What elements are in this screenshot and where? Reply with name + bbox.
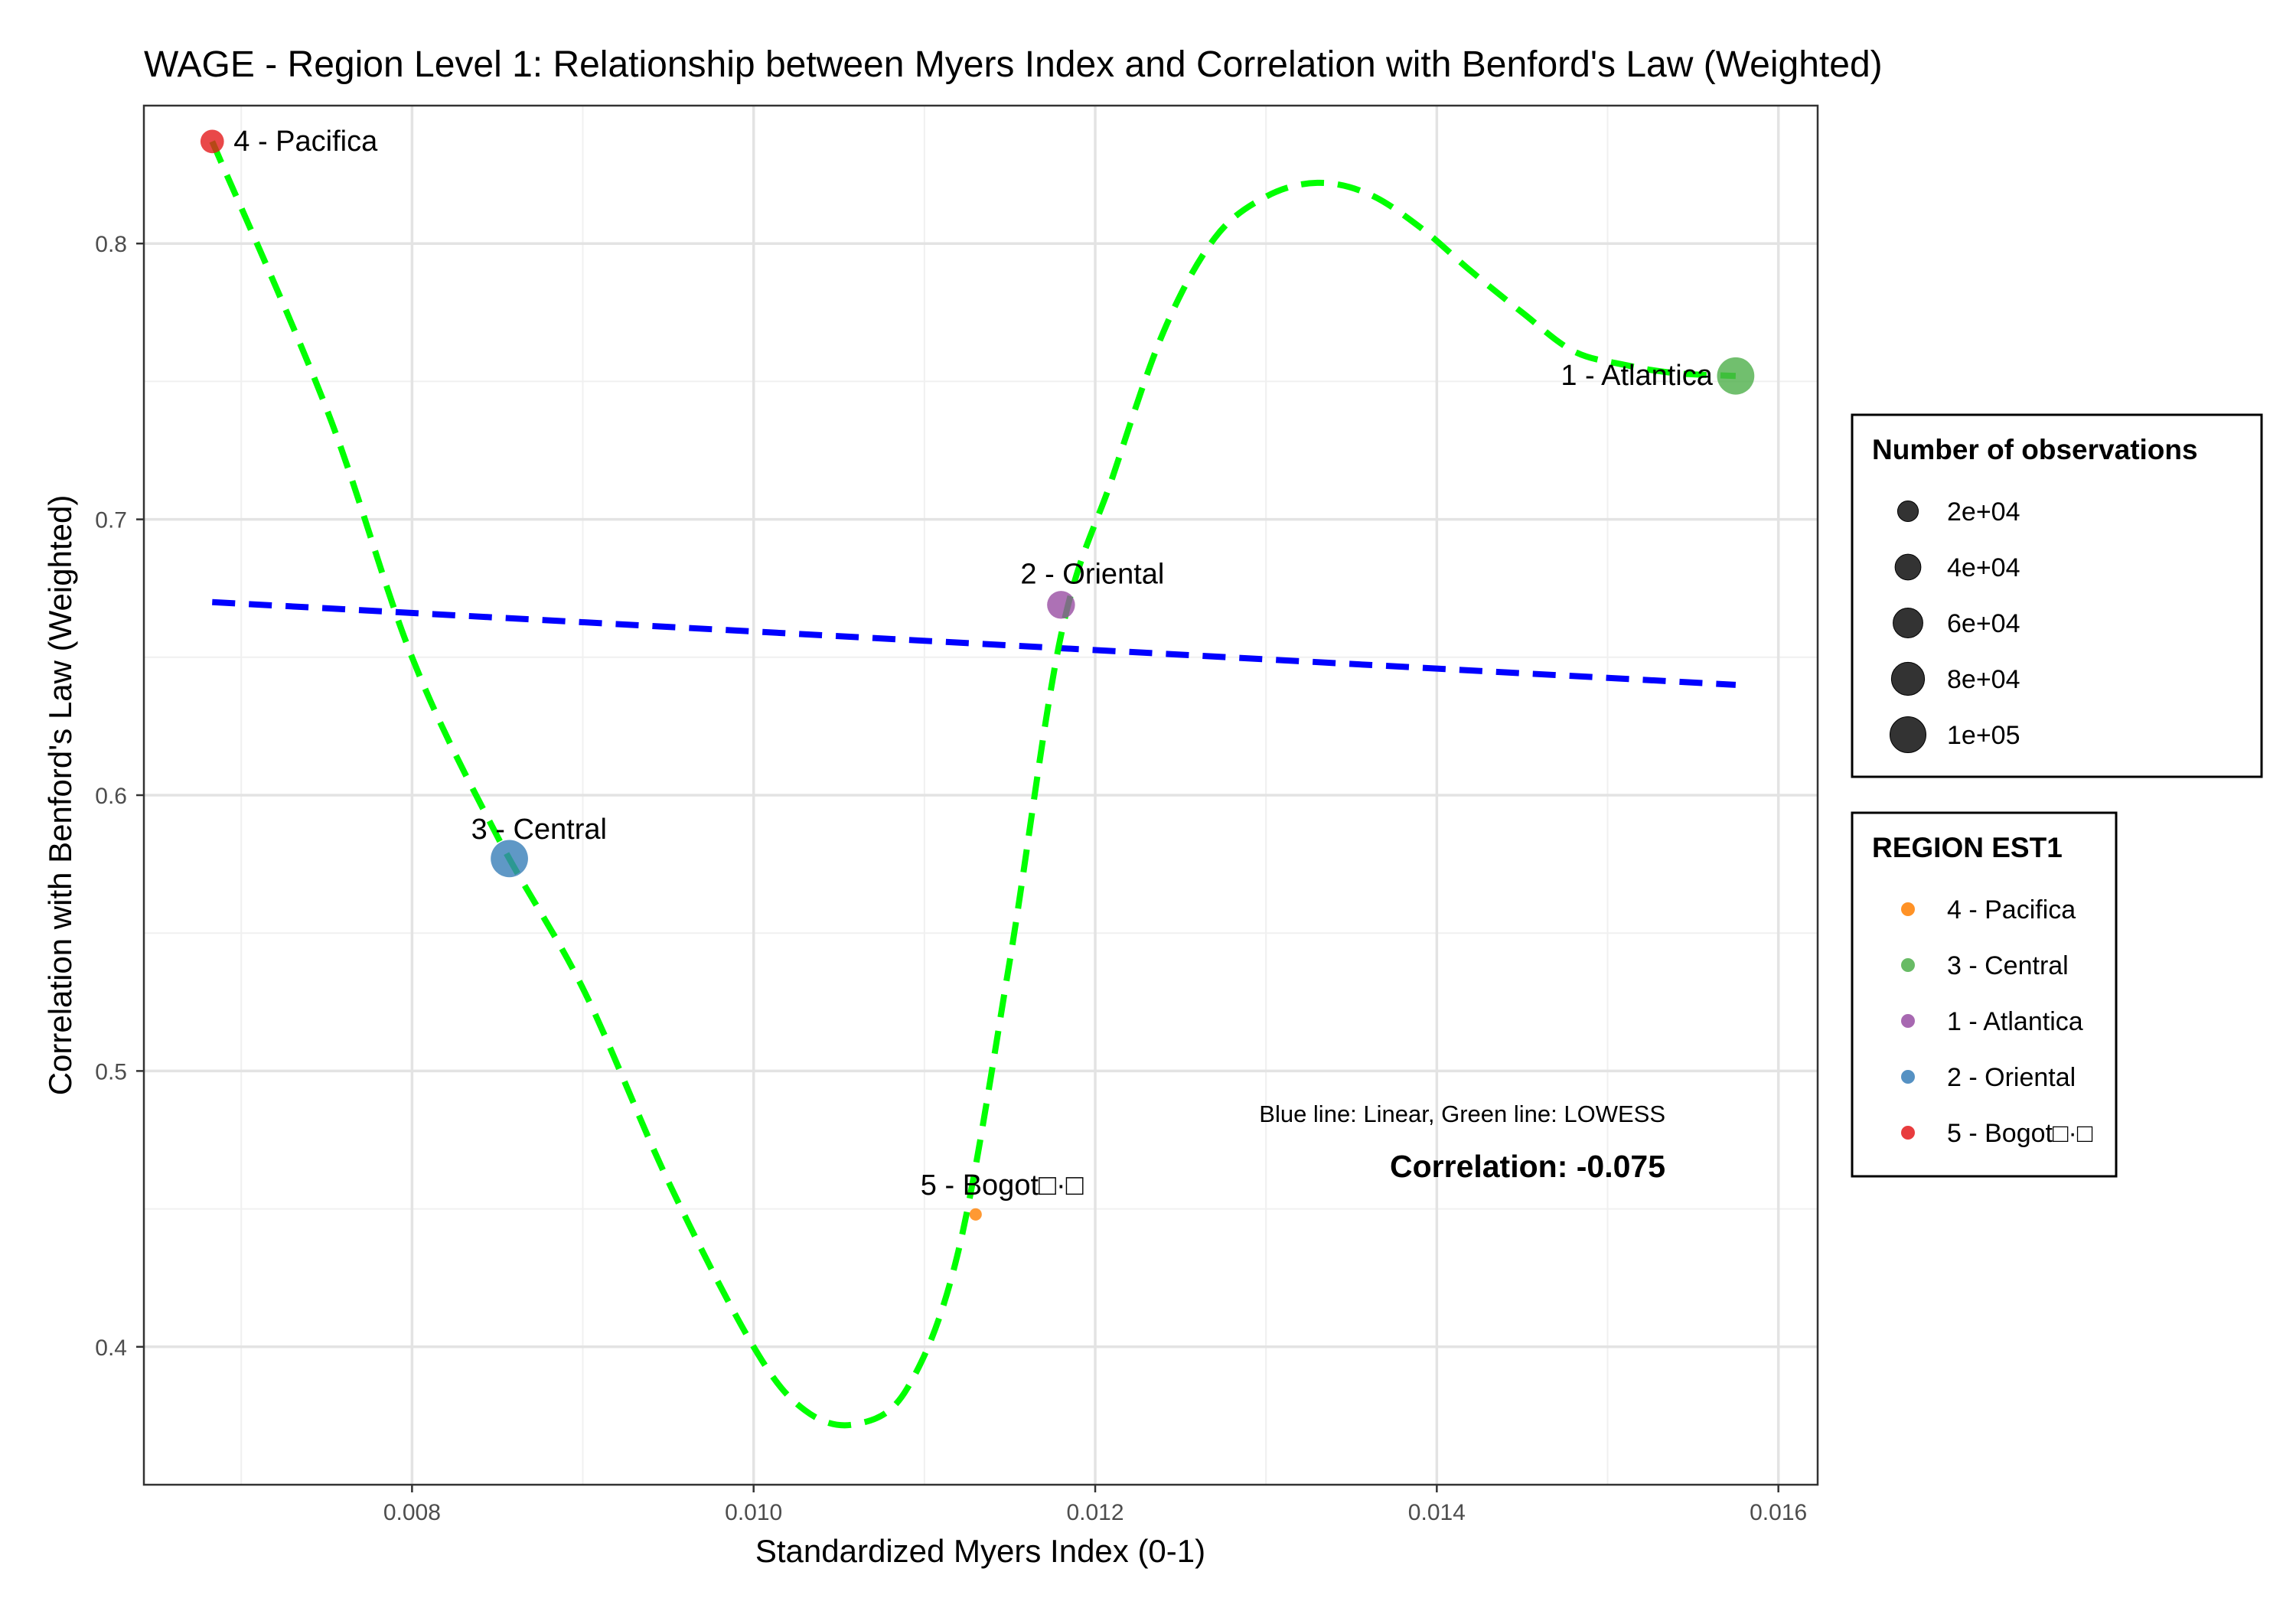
data-point bbox=[1717, 357, 1755, 395]
fit-lines bbox=[209, 140, 1737, 1429]
y-tick-label: 0.7 bbox=[95, 508, 127, 533]
color-legend-key bbox=[1901, 902, 1915, 916]
color-legend-label: 1 - Atlantica bbox=[1947, 1007, 2083, 1036]
size-legend-key bbox=[1894, 553, 1922, 581]
point-label: 3 - Central bbox=[471, 814, 607, 846]
size-legend-title: Number of observations bbox=[1872, 434, 2198, 465]
size-legend-key bbox=[1890, 661, 1926, 696]
color-legend-key bbox=[1901, 1070, 1915, 1084]
size-legend-box bbox=[1851, 413, 2263, 778]
x-tick-label: 0.010 bbox=[725, 1500, 782, 1525]
point-label: 2 - Oriental bbox=[1020, 558, 1164, 590]
y-tick-label: 0.8 bbox=[95, 232, 127, 257]
size-legend-items: 2e+04 4e+04 6e+04 8e+04 1e+05 bbox=[1890, 497, 2020, 753]
data-point bbox=[200, 129, 224, 154]
linear-fit-line bbox=[212, 598, 1737, 688]
size-legend: Number of observations 2e+04 4e+04 6e+04 8e… bbox=[1851, 413, 2263, 778]
lowess-fit-line bbox=[209, 140, 1737, 1429]
size-legend-key bbox=[1890, 716, 1926, 753]
axis-ticks: 0.008 0.010 0.012 0.014 0.016 0.4 0.5 0.6 0.7 0.8 bbox=[95, 232, 1807, 1525]
point-label: 5 - Bogot□·□ bbox=[921, 1169, 1084, 1202]
size-legend-key bbox=[1893, 608, 1923, 638]
color-legend-title: REGION EST1 bbox=[1872, 832, 2063, 863]
fit-lines-note: Blue line: Linear, Green line: LOWESS bbox=[1259, 1101, 1665, 1127]
size-legend-label: 1e+05 bbox=[1947, 721, 2020, 750]
chart-title: WAGE - Region Level 1: Relationship betw… bbox=[144, 44, 1883, 85]
y-tick-label: 0.5 bbox=[95, 1059, 127, 1084]
point-labels: 4 - Pacifica 3 - Central 2 - Oriental 5 - B… bbox=[233, 126, 1713, 1202]
size-legend-label: 2e+04 bbox=[1947, 497, 2020, 527]
x-tick-label: 0.012 bbox=[1066, 1500, 1124, 1525]
data-point bbox=[1047, 591, 1075, 619]
color-legend-label: 4 - Pacifica bbox=[1947, 895, 2076, 925]
color-legend-key bbox=[1901, 1126, 1915, 1140]
y-tick-label: 0.6 bbox=[95, 784, 127, 809]
color-legend-label: 5 - Bogot□·□ bbox=[1947, 1119, 2093, 1148]
size-legend-label: 8e+04 bbox=[1947, 665, 2020, 694]
y-tick-label: 0.4 bbox=[95, 1335, 127, 1361]
x-axis-title: Standardized Myers Index (0-1) bbox=[755, 1533, 1205, 1569]
data-point bbox=[969, 1208, 982, 1221]
color-legend-items: 4 - Pacifica 3 - Central 1 - Atlantica 2 - … bbox=[1901, 895, 2093, 1148]
x-tick-label: 0.008 bbox=[383, 1500, 441, 1525]
size-legend-key bbox=[1896, 500, 1919, 523]
color-legend-label: 3 - Central bbox=[1947, 951, 2069, 980]
size-legend-label: 4e+04 bbox=[1947, 553, 2020, 582]
color-legend: REGION EST1 4 - Pacifica 3 - Central 1 - A… bbox=[1851, 811, 2118, 1178]
point-label: 1 - Atlantica bbox=[1561, 360, 1713, 392]
correlation-annotation: Correlation: -0.075 bbox=[1390, 1149, 1665, 1184]
y-axis-title: Correlation with Benford's Law (Weighted… bbox=[42, 495, 78, 1096]
point-label: 4 - Pacifica bbox=[233, 126, 378, 158]
color-legend-label: 2 - Oriental bbox=[1947, 1063, 2076, 1092]
color-legend-key bbox=[1901, 958, 1915, 972]
data-point bbox=[491, 840, 528, 878]
size-legend-label: 6e+04 bbox=[1947, 609, 2020, 638]
x-tick-label: 0.016 bbox=[1750, 1500, 1807, 1525]
data-points bbox=[200, 129, 1755, 1221]
color-legend-key bbox=[1901, 1014, 1915, 1028]
color-legend-box bbox=[1851, 811, 2118, 1178]
x-tick-label: 0.014 bbox=[1408, 1500, 1466, 1525]
